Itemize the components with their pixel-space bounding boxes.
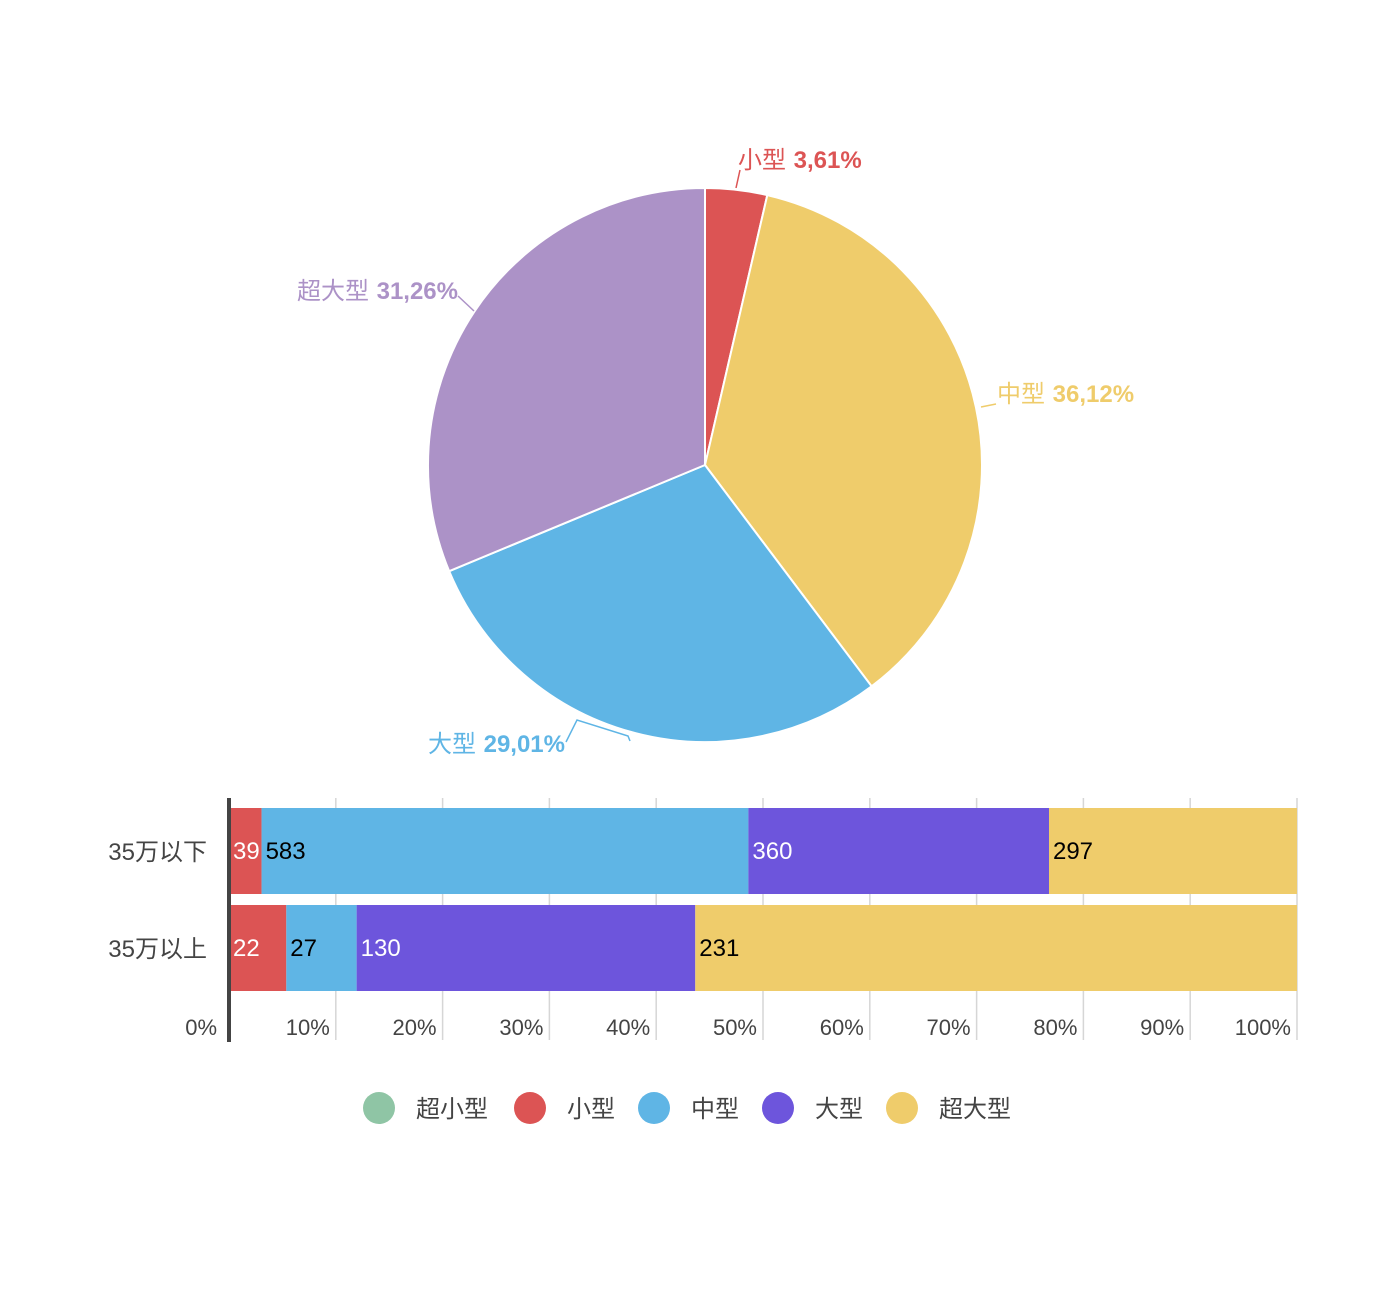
pie-leader-line xyxy=(980,403,997,408)
bar-data-label: 22 xyxy=(233,935,260,962)
category-label: 35万以上 xyxy=(108,936,207,963)
pie-slice-percent: 3,61% xyxy=(794,147,862,174)
legend-label: 大型 xyxy=(815,1095,863,1123)
legend-label: 中型 xyxy=(691,1095,739,1123)
pie-slice-percent: 36,12% xyxy=(1053,381,1134,408)
legend-label: 超大型 xyxy=(939,1095,1011,1123)
bar-data-label: 130 xyxy=(361,935,401,962)
pie-leader-line xyxy=(735,169,741,189)
pie-slice-label: 超大型 31,26% xyxy=(297,277,458,305)
legend-swatch xyxy=(762,1092,794,1124)
pie-slice xyxy=(447,463,873,743)
pie-slice-percent: 31,26% xyxy=(377,278,458,305)
bar-segment xyxy=(286,905,357,991)
legend-swatch xyxy=(886,1092,918,1124)
x-tick-label: 20% xyxy=(393,1015,437,1040)
pie-slice xyxy=(427,186,706,573)
x-tick-label: 40% xyxy=(606,1015,650,1040)
bar-segment xyxy=(261,808,749,894)
category-label: 35万以下 xyxy=(108,839,207,866)
stacked-bar-chart: 0%10%20%30%40%50%60%70%80%90%100%0395833… xyxy=(108,798,1298,1124)
pie-slice-percent: 29,01% xyxy=(484,731,565,758)
x-tick-label: 0% xyxy=(185,1015,217,1040)
bar-segment xyxy=(229,905,287,991)
legend-swatch xyxy=(638,1092,670,1124)
bar-data-label: 583 xyxy=(266,838,306,865)
x-tick-label: 70% xyxy=(927,1015,971,1040)
bar-data-label: 39 xyxy=(233,838,260,865)
x-tick-label: 80% xyxy=(1033,1015,1077,1040)
bar-segment xyxy=(229,808,262,894)
legend-label: 小型 xyxy=(567,1095,615,1123)
pie-slice xyxy=(703,193,983,688)
bar-data-label: 360 xyxy=(752,838,792,865)
pie-slice-label: 中型 36,12% xyxy=(997,380,1134,408)
x-tick-label: 30% xyxy=(499,1015,543,1040)
x-tick-label: 60% xyxy=(820,1015,864,1040)
pie-slice-name: 超大型 xyxy=(297,277,377,305)
pie-slice-name: 小型 xyxy=(738,146,794,174)
x-tick-label: 10% xyxy=(286,1015,330,1040)
pie-leader-line xyxy=(457,295,475,312)
bar-data-label: 27 xyxy=(290,935,317,962)
bar-data-label: 297 xyxy=(1053,838,1093,865)
pie-chart: 小型 3,61% 中型 36,12% 大型 29,01% 超大型 31,26% xyxy=(297,146,1134,758)
legend-swatch xyxy=(514,1092,546,1124)
pie-slice-name: 大型 xyxy=(428,730,484,758)
legend-label: 超小型 xyxy=(416,1095,488,1123)
pie-slice-name: 中型 xyxy=(997,380,1053,408)
x-tick-label: 90% xyxy=(1140,1015,1184,1040)
bar-segment xyxy=(1048,808,1297,894)
x-tick-label: 100% xyxy=(1235,1015,1291,1040)
x-tick-label: 50% xyxy=(713,1015,757,1040)
pie-leader-line xyxy=(565,719,631,743)
legend-swatch xyxy=(363,1092,395,1124)
pie-slice-label: 大型 29,01% xyxy=(428,730,565,758)
bar-segment xyxy=(695,905,1297,991)
bar-segment xyxy=(748,808,1049,894)
pie-slice-label: 小型 3,61% xyxy=(738,146,862,174)
bar-segment xyxy=(356,905,696,991)
bar-data-label: 231 xyxy=(699,935,739,962)
